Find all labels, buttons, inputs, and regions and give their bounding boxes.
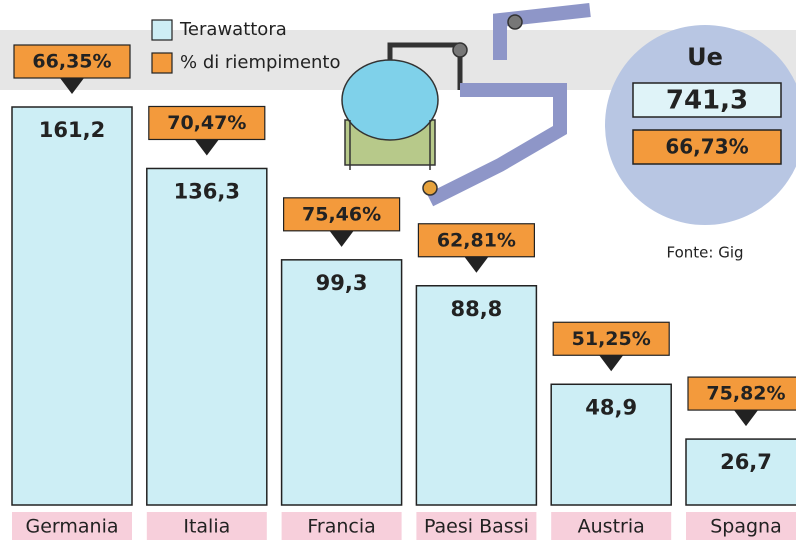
category-box (146, 512, 267, 540)
legend-label: Terawattora (179, 19, 287, 40)
bar-value-label: 48,9 (585, 395, 637, 419)
fill-pointer (329, 230, 354, 247)
fill-box (148, 105, 266, 141)
bar-value-label: 88,8 (450, 297, 502, 321)
fill-pointer (734, 410, 758, 427)
bar (146, 167, 268, 506)
fill-label: 70,47% (167, 112, 246, 134)
fill-pointer (599, 355, 624, 372)
ue-total-box (632, 82, 782, 118)
tank-illustration (341, 3, 591, 207)
fill-pointer (60, 78, 84, 94)
fill-label: 51,25% (572, 328, 651, 350)
ue-total: 741,3 (666, 86, 748, 116)
x-tick-label: Germania (25, 516, 118, 538)
fill-box (687, 376, 796, 411)
bar (685, 438, 796, 506)
bar (11, 106, 133, 506)
category-box (551, 512, 672, 540)
ue-fill: 66,73% (665, 135, 748, 159)
bar (415, 285, 538, 506)
fill-label: 62,81% (437, 229, 516, 251)
ue-fill-box (632, 129, 782, 165)
fill-box (552, 321, 670, 356)
bar-value-label: 26,7 (720, 450, 772, 474)
bar-value-label: 136,3 (174, 179, 240, 203)
legend-swatch (151, 52, 173, 74)
bar (550, 383, 672, 506)
category-box (281, 512, 402, 540)
fill-pointer (464, 256, 489, 273)
x-tick-label: Italia (183, 516, 230, 538)
category-box (416, 512, 537, 540)
fill-label: 75,82% (706, 383, 785, 405)
source: Fonte: Gig (666, 244, 743, 262)
ue-title: Ue (687, 43, 723, 71)
bar-value-label: 99,3 (316, 271, 368, 295)
category-box (12, 512, 132, 540)
legend-swatch (151, 19, 173, 41)
fill-pointer (194, 139, 219, 156)
x-tick-label: Spagna (710, 516, 782, 538)
fill-label: 75,46% (302, 203, 381, 225)
ue-circle (605, 25, 796, 225)
bar (280, 259, 403, 506)
x-tick-label: Francia (307, 516, 375, 538)
fill-label: 66,35% (32, 51, 111, 73)
legend-label: % di riempimento (180, 52, 341, 73)
x-tick-label: Austria (578, 516, 645, 538)
bar-value-label: 161,2 (39, 118, 105, 142)
category-box (686, 512, 796, 540)
x-tick-label: Paesi Bassi (424, 516, 529, 538)
